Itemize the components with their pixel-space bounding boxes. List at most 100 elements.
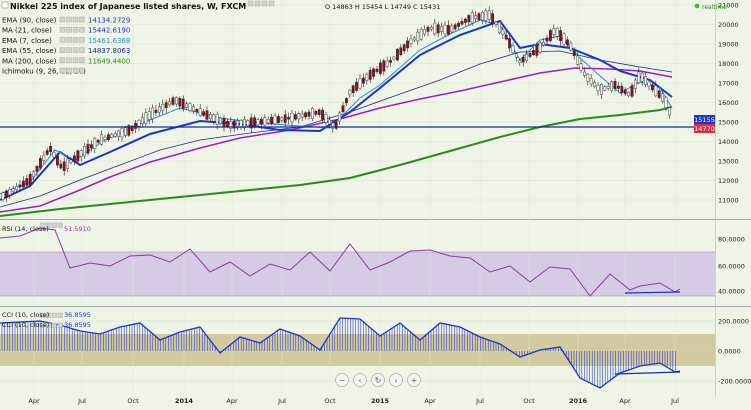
candle-body — [532, 50, 535, 56]
candle-body — [304, 112, 307, 118]
indicator-toggle-icon[interactable] — [66, 67, 72, 74]
chevron-left-icon[interactable]: ‹ — [353, 373, 367, 387]
panel-toggle-icon[interactable] — [45, 322, 51, 328]
panel-toggle-icon[interactable] — [45, 312, 51, 318]
candle-body — [460, 21, 464, 25]
indicator-toggle-icon[interactable] — [66, 47, 72, 53]
indicator-row[interactable]: EMA (7, close) 15461.6368 — [2, 37, 130, 45]
panel-toggle-icon[interactable] — [57, 312, 63, 318]
indicator-toggle-icon[interactable] — [72, 37, 79, 43]
candle-body — [39, 158, 42, 169]
candle-body — [579, 63, 583, 71]
indicator-toggle-icon[interactable] — [66, 16, 72, 23]
indicator-toggle-icon[interactable] — [79, 16, 85, 23]
indicator-toggle-icon[interactable] — [59, 27, 66, 33]
title-toggle-icon[interactable] — [268, 0, 275, 7]
price-tick-label: 18000 — [718, 60, 739, 68]
panel-toggle-icon[interactable] — [39, 322, 45, 328]
minus-icon[interactable]: − — [335, 373, 349, 387]
indicator-toggle-icon[interactable] — [72, 57, 79, 63]
indicator-toggle-icon[interactable] — [59, 67, 66, 74]
indicator-row[interactable]: MA (200, close) 11649.4400 — [2, 57, 130, 65]
title-toggle-icon[interactable] — [247, 0, 254, 7]
zoom-pan-controls: − ‹ ↻ › + — [335, 373, 421, 387]
candle-body — [640, 72, 644, 82]
indicator-toggle-icon[interactable] — [59, 16, 66, 23]
indicator-toggle-icon[interactable] — [59, 37, 66, 43]
indicator-row[interactable]: Ichimoku (9, 26, 52, 26) — [2, 68, 86, 76]
candle-body — [277, 116, 280, 123]
candle-body — [270, 116, 273, 125]
reset-icon[interactable]: ↻ — [371, 373, 385, 387]
candle-body — [134, 122, 137, 129]
candle-body — [586, 74, 590, 82]
price-tag-lower: 14770 — [694, 125, 715, 133]
indicator-label: EMA (7, close) — [2, 37, 52, 45]
candle-body — [433, 22, 437, 35]
indicator-toggle-icon[interactable] — [59, 57, 66, 63]
ma21-line — [0, 19, 673, 201]
panel-toggle-icon[interactable] — [57, 222, 63, 228]
indicator-toggle-icon[interactable] — [79, 57, 85, 63]
panel-toggle-icon[interactable] — [57, 322, 63, 328]
indicator-toggle-icon[interactable] — [79, 67, 85, 74]
indicator-toggle-icon[interactable] — [79, 27, 85, 33]
indicator-toggle-icon[interactable] — [79, 47, 85, 53]
candle-body — [623, 89, 627, 95]
title-toggle-icon[interactable] — [254, 0, 261, 7]
indicator-toggle-icon[interactable] — [72, 67, 79, 74]
indicator-row[interactable]: EMA (90, close) 14134.2729 — [2, 17, 130, 25]
indicator-toggle-icon[interactable] — [66, 37, 72, 43]
candle-body — [317, 109, 321, 115]
candle-body — [613, 81, 617, 89]
chevron-right-icon[interactable]: › — [389, 373, 403, 387]
candle-body — [147, 111, 151, 120]
candle-body — [453, 24, 457, 30]
panel-toggle-icon[interactable] — [39, 222, 45, 228]
indicator-toggle-icon[interactable] — [66, 27, 72, 33]
cci-value-2: 36.8595 — [64, 321, 91, 329]
candle-body — [518, 60, 522, 63]
cci-tick-label: -200.0000 — [718, 378, 751, 386]
candle-body — [406, 40, 409, 49]
candle-body — [365, 74, 369, 81]
plus-icon[interactable]: + — [407, 373, 421, 387]
indicator-row[interactable]: EMA (55, close) 14837.8063 — [2, 47, 130, 55]
candle-body — [552, 28, 556, 35]
panel-toggle-icon[interactable] — [45, 222, 51, 228]
time-tick-label: 2014 — [175, 397, 194, 405]
candle-body — [45, 150, 49, 155]
candle-body — [637, 71, 641, 84]
indicator-toggle-icon[interactable] — [79, 37, 85, 43]
candle-body — [661, 93, 665, 102]
candle-body — [42, 154, 46, 161]
time-tick-label: Oct — [523, 397, 535, 405]
candle-body — [508, 38, 511, 49]
indicator-toggle-icon[interactable] — [72, 27, 79, 33]
cci-histogram — [1, 318, 676, 388]
cci-tick-label: 200.0000 — [718, 318, 749, 326]
title-toggle-icon[interactable] — [261, 0, 268, 7]
indicator-toggle-icon[interactable] — [66, 57, 72, 63]
indicator-row[interactable]: MA (21, close) 15442.6190 — [2, 27, 130, 35]
panel-toggle-icon[interactable] — [39, 312, 45, 318]
candle-body — [651, 84, 654, 91]
panel-toggle-icon[interactable] — [51, 312, 57, 318]
menu-icon[interactable] — [1, 1, 9, 9]
panel-toggle-icon[interactable] — [51, 322, 57, 328]
indicator-label: EMA (90, close) — [2, 17, 57, 25]
candle-body — [154, 109, 158, 113]
candle-body — [477, 13, 481, 21]
candle-body — [171, 97, 175, 105]
indicator-toggle-icon[interactable] — [72, 47, 79, 53]
indicator-toggle-icon[interactable] — [59, 47, 66, 53]
candle-body — [1, 192, 5, 200]
panel-toggle-icon[interactable] — [51, 222, 57, 228]
candle-body — [525, 53, 529, 61]
candle-body — [338, 112, 341, 122]
indicator-toggle-icon[interactable] — [72, 16, 79, 23]
candle-body — [331, 122, 335, 129]
candle-body — [654, 85, 658, 97]
candle-body — [419, 28, 423, 40]
